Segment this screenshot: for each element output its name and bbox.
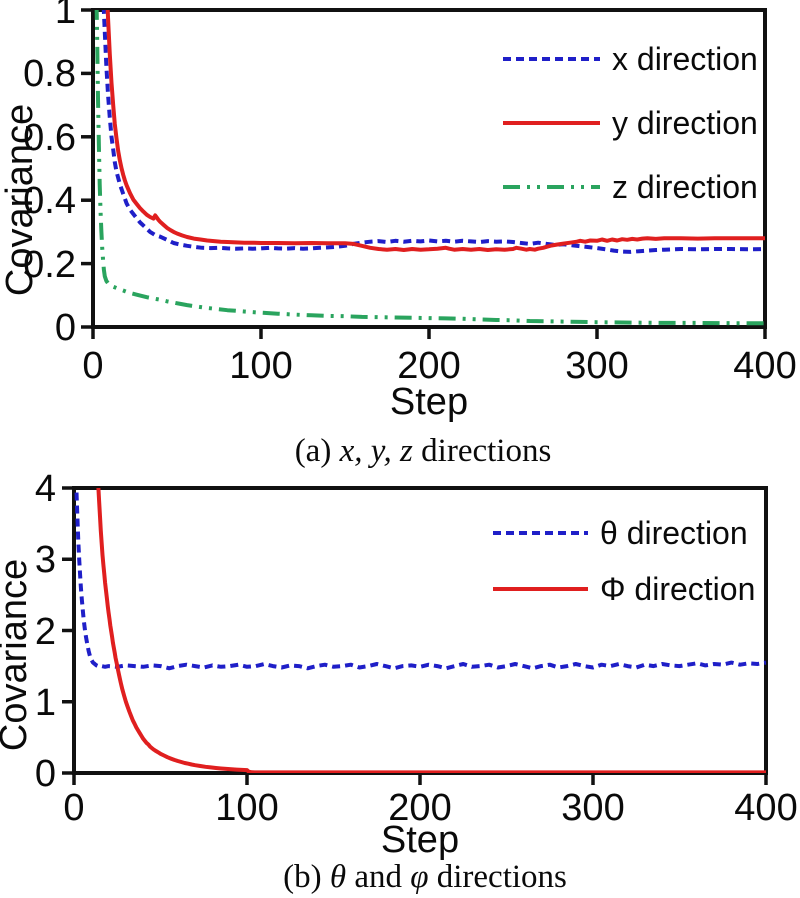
chart-a-x-tick-label: 0 bbox=[82, 345, 103, 387]
caption-a-variables: x, y, z bbox=[339, 433, 413, 469]
chart-a-x-tick-label: 100 bbox=[229, 345, 292, 387]
chart-b-x-tick-label: 100 bbox=[215, 787, 278, 829]
chart-b-y-tick-label: 4 bbox=[35, 468, 56, 510]
chart-b-y-tick-label: 2 bbox=[35, 611, 56, 653]
z-direction-series-line bbox=[94, 10, 765, 326]
chart-a-x-axis-title: Step bbox=[390, 381, 468, 423]
caption-b-theta: θ bbox=[329, 859, 347, 895]
chart-a-y-tick-label: 0.2 bbox=[23, 244, 76, 286]
chart-a-y-tick-label: 0 bbox=[55, 307, 76, 349]
caption-a-suffix: directions bbox=[412, 433, 552, 469]
theta-direction-series-line bbox=[74, 488, 766, 671]
caption-b: (b) θ and φ directions bbox=[283, 858, 567, 898]
phi-direction-series-line bbox=[96, 488, 766, 773]
caption-a: (a) x, y, z directions bbox=[295, 432, 552, 472]
chart-a-y-tick-label: 0.8 bbox=[23, 53, 76, 95]
chart-b-legend-label-theta: θ direction bbox=[600, 515, 748, 551]
caption-a-prefix: (a) bbox=[294, 433, 340, 469]
chart-a-x-tick-label: 200 bbox=[397, 345, 460, 387]
chart-a-legend-label-y: y direction bbox=[612, 105, 758, 141]
chart-a-legend-label-x: x direction bbox=[612, 41, 758, 77]
chart-a-x-ticks bbox=[91, 327, 767, 339]
chart-b-y-ticks bbox=[62, 486, 74, 775]
chart-b-x-tick-label: 200 bbox=[388, 787, 451, 829]
chart-b-legend-label-phi: Φ direction bbox=[600, 571, 755, 607]
chart-a-legend-label-z: z direction bbox=[612, 169, 758, 205]
chart-a-y-tick-label: 1 bbox=[55, 0, 76, 32]
chart-b-legend bbox=[493, 531, 588, 591]
chart-b-x-tick-label: 400 bbox=[734, 787, 797, 829]
chart-a-legend bbox=[503, 57, 600, 189]
chart-b-x-tick-label: 300 bbox=[561, 787, 624, 829]
chart-a-y-tick-label: 0.4 bbox=[23, 180, 76, 222]
chart-a-series-group bbox=[94, 10, 765, 326]
chart-b-x-axis-title: Step bbox=[381, 819, 459, 861]
chart-a-x-tick-label: 400 bbox=[733, 345, 796, 387]
chart-b-y-tick-label: 3 bbox=[35, 539, 56, 581]
y-direction-series-line bbox=[105, 10, 765, 252]
chart-b-x-tick-label: 0 bbox=[63, 787, 84, 829]
caption-b-prefix: (b) bbox=[283, 859, 330, 895]
chart-b-y-axis-title: Covariance bbox=[0, 559, 35, 751]
caption-b-phi: φ bbox=[410, 859, 429, 895]
chart-b-y-tick-label: 1 bbox=[35, 682, 56, 724]
chart-b-x-ticks bbox=[72, 773, 768, 785]
caption-b-mid: and bbox=[346, 859, 411, 895]
chart-b-y-tick-label: 0 bbox=[35, 753, 56, 795]
chart-a-y-ticks bbox=[81, 8, 93, 329]
chart-b-series-group bbox=[74, 488, 766, 773]
caption-b-suffix: directions bbox=[428, 859, 567, 895]
chart-a-y-axis-title: Covariance bbox=[0, 104, 41, 296]
chart-a-y-tick-label: 0.6 bbox=[23, 117, 76, 159]
chart-a-x-tick-label: 300 bbox=[565, 345, 628, 387]
